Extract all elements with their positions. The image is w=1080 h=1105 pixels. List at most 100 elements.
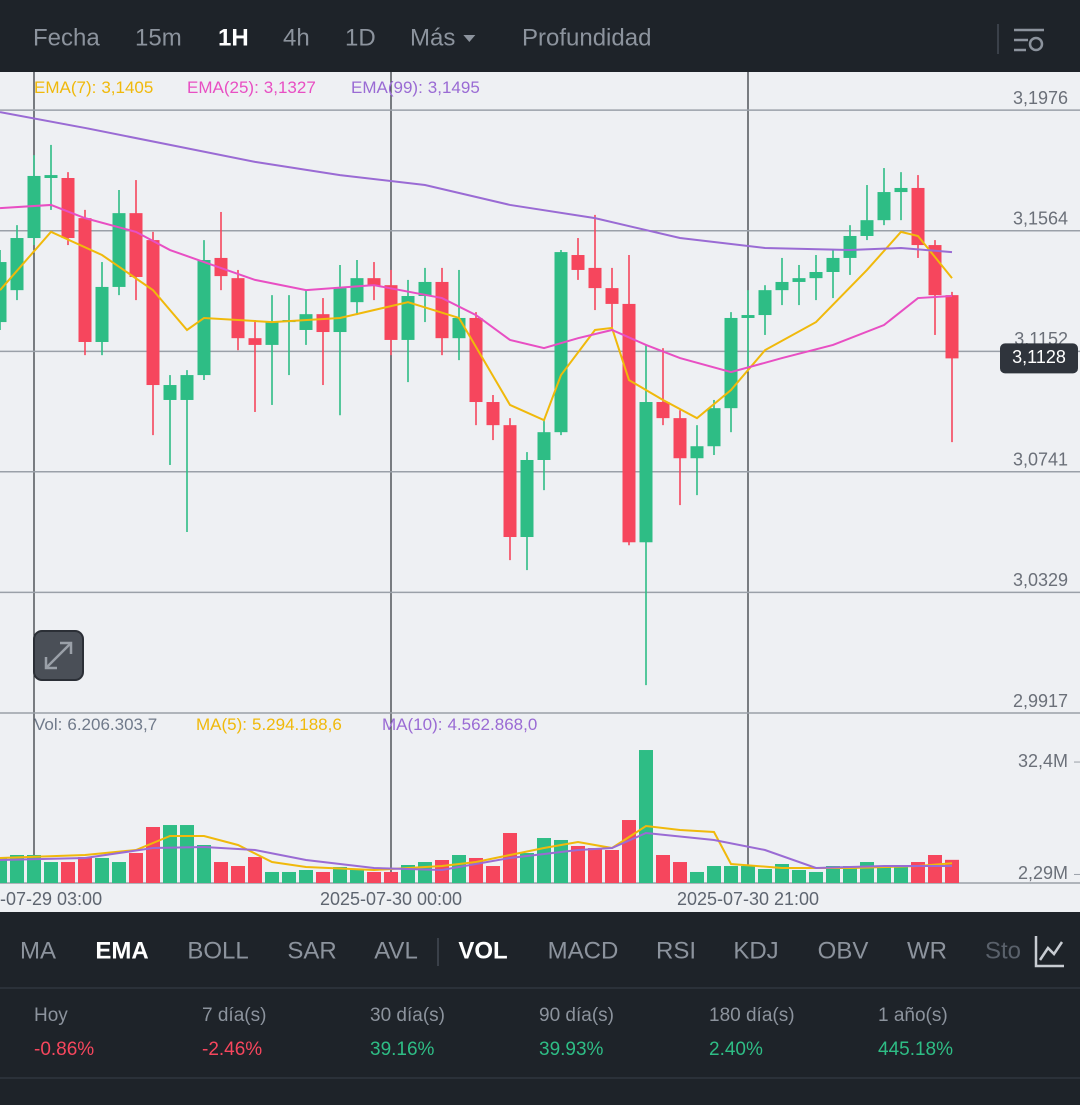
candle-body — [418, 281, 432, 297]
legend-entry: EMA(7): 3,1405 — [34, 78, 153, 97]
performance-value: -0.86% — [34, 1039, 94, 1060]
legend-entry: EMA(99): 3,1495 — [351, 78, 480, 97]
chart-area — [0, 72, 1080, 912]
candle-body — [911, 187, 925, 246]
candle-body — [605, 288, 619, 304]
timeframe-tab[interactable]: Más — [410, 24, 455, 51]
volume-bar — [792, 870, 806, 883]
timeframe-tab[interactable]: Fecha — [33, 24, 100, 51]
volume-bar — [112, 862, 126, 883]
volume-bar — [299, 870, 313, 883]
volume-bar — [452, 855, 466, 883]
volume-bar — [605, 849, 619, 883]
timeframe-tab[interactable]: 1D — [345, 24, 376, 51]
volume-bar — [707, 866, 721, 883]
candle-body — [316, 314, 330, 333]
timeframe-tab[interactable]: Profundidad — [522, 24, 651, 51]
candle-body — [656, 402, 670, 419]
legend-value: 5.294.188,6 — [252, 715, 342, 734]
candle-body — [486, 402, 500, 426]
indicator-tab[interactable]: MACD — [548, 937, 619, 964]
volume-bar — [163, 825, 177, 883]
volume-bar — [809, 871, 823, 883]
indicator-tab[interactable]: RSI — [656, 937, 696, 964]
indicator-line — [0, 203, 953, 374]
volume-bar — [877, 866, 891, 883]
candle-body — [401, 296, 415, 340]
settings-icon[interactable] — [1014, 28, 1044, 52]
legend-entry: MA(10): 4.562.868,0 — [382, 715, 537, 734]
performance-label: Hoy — [34, 1005, 68, 1026]
indicator-line — [0, 111, 953, 254]
candle-body — [537, 432, 551, 460]
volume-bar — [214, 862, 228, 883]
indicator-tab[interactable]: BOLL — [187, 937, 248, 964]
indicator-tab[interactable]: WR — [907, 937, 947, 964]
indicator-tab[interactable]: Sto — [985, 937, 1021, 964]
volume-bar — [826, 866, 840, 883]
volume-bar — [282, 871, 296, 883]
indicator-tab[interactable]: MA — [20, 937, 56, 964]
indicator-line — [0, 824, 953, 872]
candle-body — [690, 446, 704, 459]
performance-value: 445.18% — [878, 1039, 953, 1060]
volume-bar — [588, 848, 602, 883]
candle-body — [180, 375, 194, 400]
y-tick-label: 32,4M — [1018, 751, 1068, 771]
timeframe-tab[interactable]: 1H — [218, 24, 249, 51]
candle-body — [792, 278, 806, 282]
performance-label: 30 día(s) — [370, 1005, 445, 1026]
candle-body — [10, 238, 24, 291]
candle-body — [231, 278, 245, 339]
volume-bar — [44, 862, 58, 883]
candle-body — [265, 322, 279, 345]
volume-bar — [639, 750, 653, 883]
volume-bar — [486, 866, 500, 883]
volume-bar — [690, 871, 704, 883]
volume-bar — [61, 862, 75, 883]
legend-name: EMA(7): — [34, 78, 96, 97]
y-tick-label: 3,1976 — [1013, 88, 1068, 108]
last-price-box — [1000, 343, 1078, 374]
indicator-tab[interactable]: OBV — [818, 937, 869, 964]
volume-bar — [894, 867, 908, 883]
expand-button[interactable] — [33, 630, 84, 681]
candle-body — [163, 385, 177, 400]
candle-body — [44, 175, 58, 179]
timeframe-tab[interactable]: 4h — [283, 24, 310, 51]
chart-icon[interactable] — [1034, 936, 1064, 968]
volume-bar — [758, 869, 772, 883]
candle-body — [435, 281, 449, 339]
indicator-tab[interactable]: VOL — [458, 937, 507, 964]
candle-body — [384, 285, 398, 340]
y-tick-label: 2,29M — [1018, 863, 1068, 883]
volume-bar — [622, 820, 636, 883]
volume-bar — [10, 855, 24, 883]
performance-value: 39.16% — [370, 1039, 435, 1060]
candle-body — [775, 281, 789, 291]
legend-entry: Vol: 6.206.303,7 — [34, 715, 157, 734]
candle-body — [809, 272, 823, 279]
x-tick-label: -07-29 03:00 — [0, 889, 102, 909]
candle-body — [928, 245, 942, 296]
legend-value: 3,1327 — [264, 78, 316, 97]
performance-label: 90 día(s) — [539, 1005, 614, 1026]
timeframe-tab[interactable]: 15m — [135, 24, 182, 51]
volume-bar — [265, 871, 279, 883]
bottom-panel — [0, 912, 1080, 1105]
indicator-tab[interactable]: KDJ — [733, 937, 778, 964]
candle-body — [61, 178, 75, 239]
legend-entry: EMA(25): 3,1327 — [187, 78, 316, 97]
candle-body — [571, 255, 585, 270]
indicator-tab[interactable]: AVL — [374, 937, 418, 964]
indicator-tab[interactable]: EMA — [95, 937, 148, 964]
volume-bar — [673, 862, 687, 883]
candle-body — [452, 317, 466, 339]
candle-body — [588, 267, 602, 289]
candle-body — [350, 278, 364, 303]
volume-bar — [656, 855, 670, 883]
plot: Fecha 15m 1H 4h 1D Más Profundidad -07-29 03:00… — [0, 24, 1080, 1060]
candle-body — [248, 338, 262, 345]
indicator-tab[interactable]: SAR — [287, 937, 336, 964]
